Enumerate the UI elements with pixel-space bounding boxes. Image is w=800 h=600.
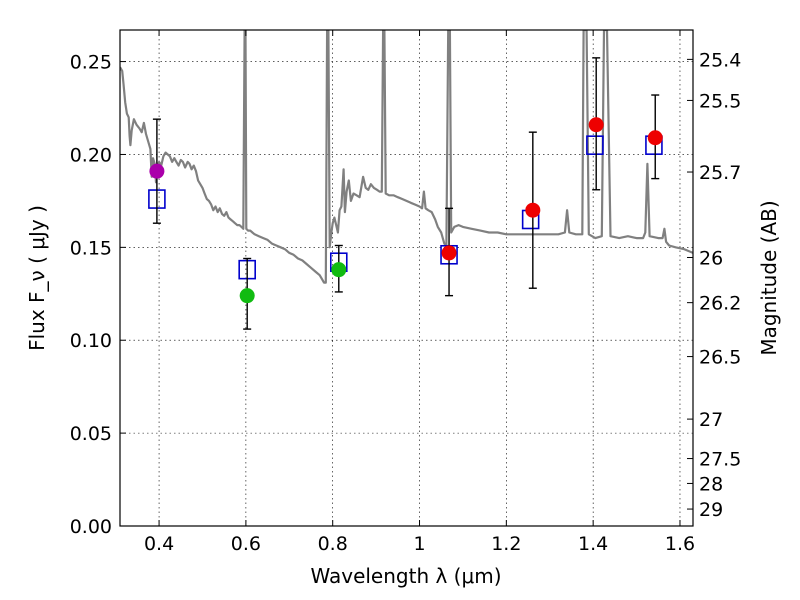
mag-tick-label: 25.5 (699, 90, 741, 112)
observed-point (525, 202, 541, 218)
x-axis-title: Wavelength λ (μm) (310, 564, 501, 588)
observed-point (588, 117, 604, 133)
y-tick-label: 0.00 (70, 516, 112, 538)
observed-point (647, 130, 663, 146)
mag-tick-label: 26.5 (699, 347, 741, 369)
axis-ticks: 0.4 0.6 0.8 1 1.2 1.4 1.6 0.00 0.05 0.10 0.15 0.20 0… (70, 30, 741, 555)
mag-tick-label: 27.5 (699, 449, 741, 471)
x-tick-label: 0.6 (231, 533, 261, 555)
y-tick-label: 0.20 (70, 144, 112, 166)
observed-point (441, 245, 457, 261)
observed-point (331, 262, 347, 278)
y-tick-label: 0.15 (70, 237, 112, 259)
model-spectrum (120, 30, 693, 284)
y-axis-title: Flux F_ν ( μJy ) (25, 205, 49, 351)
mag-tick-label: 26.2 (699, 293, 741, 315)
mag-tick-label: 25.7 (699, 162, 741, 184)
x-tick-label: 0.4 (144, 533, 174, 555)
mag-tick-label: 28 (699, 473, 723, 495)
mag-tick-label: 25.4 (699, 49, 741, 71)
x-tick-label: 1.2 (491, 533, 521, 555)
observed-point (239, 288, 255, 304)
plot-frame (119, 29, 694, 527)
data-markers (148, 57, 663, 330)
x-tick-label: 1 (413, 533, 425, 555)
y-tick-label: 0.05 (70, 423, 112, 445)
x-tick-label: 1.6 (665, 533, 695, 555)
x-tick-label: 0.8 (318, 533, 348, 555)
spectrum-line (120, 30, 693, 284)
magnitude-axis-title: Magnitude (AB) (757, 200, 781, 355)
x-tick-label: 1.4 (578, 533, 608, 555)
mag-tick-label: 27 (699, 409, 723, 431)
model-band-square (586, 135, 604, 155)
mag-tick-label: 29 (699, 499, 723, 521)
mag-tick-label: 26 (699, 247, 723, 269)
observed-point (149, 163, 165, 179)
y-tick-label: 0.10 (70, 330, 112, 352)
y-tick-label: 0.25 (70, 52, 112, 74)
